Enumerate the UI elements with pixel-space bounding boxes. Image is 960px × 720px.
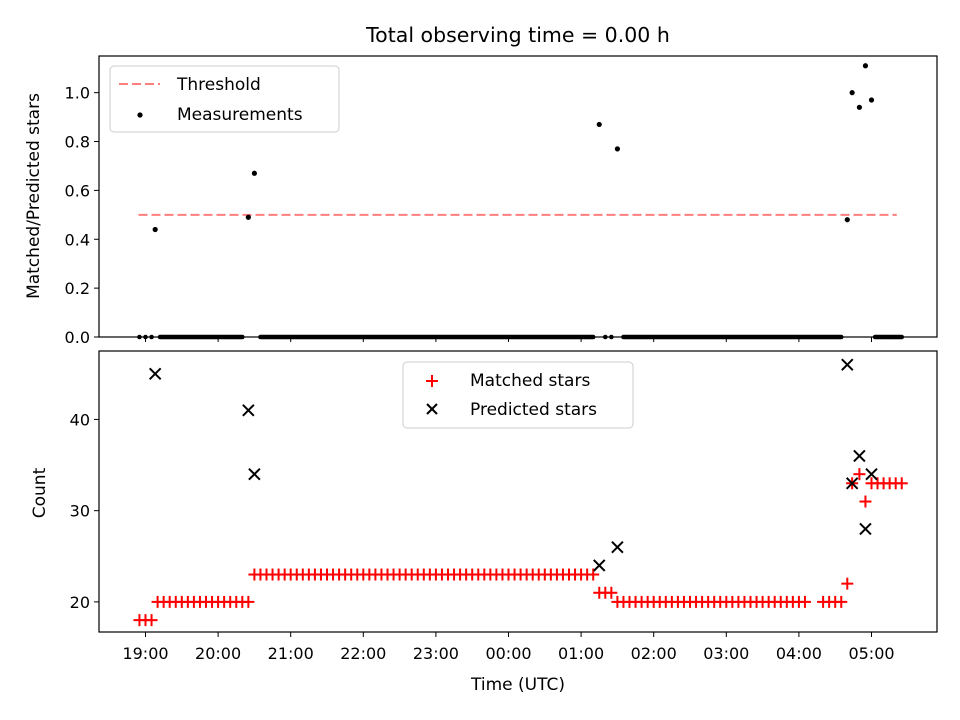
bottom-y-axis-label: Count [30, 467, 50, 518]
measurements-legend-swatch [137, 112, 143, 118]
top-y-tick-label: 1.0 [65, 84, 90, 103]
predicted-star-point [865, 467, 878, 481]
measurement-point [868, 97, 875, 103]
x-tick-label: 20:00 [195, 644, 241, 663]
measurement-point [152, 226, 158, 233]
bottom-y-tick-label: 30 [70, 502, 90, 521]
measurement-point [856, 104, 863, 110]
matched-star-point [242, 595, 255, 608]
predicted-star-b [242, 404, 255, 417]
measurement-point [137, 334, 142, 340]
matched-star-point [841, 577, 854, 590]
x-tick-label: 22:00 [340, 644, 386, 663]
bottom-y-tick-label: 20 [70, 593, 90, 612]
x-tick-label: 03:00 [703, 644, 749, 663]
predicted-star-point [242, 404, 255, 417]
x-tick-label: 05:00 [848, 644, 894, 663]
x-tick-label: 21:00 [268, 644, 314, 663]
measurement-point [838, 334, 844, 340]
legend-threshold-label: Threshold [176, 75, 261, 95]
chart-title: Total observing time = 0.00 h [365, 23, 670, 47]
x-tick-label: 02:00 [631, 644, 677, 663]
predicted-star-point [841, 358, 854, 371]
measurement-point [603, 334, 608, 340]
top-y-tick-label: 0.2 [65, 279, 90, 298]
predicted-star-point [593, 559, 606, 572]
bottom-y-tick-label: 40 [70, 410, 90, 429]
top-y-tick-label: 0.6 [65, 181, 90, 200]
legend-measurements-label: Measurements [177, 105, 303, 125]
predicted-star-b [611, 540, 624, 554]
predicted-star-b [853, 449, 866, 463]
predicted-star-b [841, 358, 854, 371]
matched-stars-legend-swatch [426, 375, 438, 387]
predicted-star-point [148, 367, 162, 381]
predicted-star-b [593, 559, 606, 572]
measurement-point [143, 334, 148, 340]
predicted-star-point [248, 467, 261, 481]
measurement-point [149, 334, 154, 340]
predicted-star-point [853, 449, 866, 463]
matched-star-point [605, 586, 618, 599]
x-tick-label: 23:00 [413, 644, 459, 663]
top-legend: Threshold Measurements [109, 65, 340, 133]
x-tick-label: 04:00 [776, 644, 822, 663]
x-tick-label: 01:00 [558, 644, 604, 663]
measurement-point [614, 146, 621, 152]
matched-star-point [587, 568, 600, 581]
predicted-star-b [248, 467, 261, 481]
measurement-point [596, 121, 602, 128]
predicted-star-b [148, 367, 162, 381]
matched-star-point [798, 595, 811, 608]
measurement-point [609, 334, 614, 340]
measurement-point [849, 90, 855, 96]
matched-star-point [895, 477, 908, 490]
predicted-stars-legend-swatch [426, 403, 438, 415]
top-y-tick-label: 0.4 [65, 230, 90, 249]
matched-star-point [835, 595, 848, 608]
legend-predicted-label: Predicted stars [470, 400, 597, 420]
x-tick-label: 19:00 [122, 644, 168, 663]
top-y-axis-label: Matched/Predicted stars [24, 93, 44, 299]
predicted-star-point [845, 477, 859, 490]
predicted-star-point [859, 522, 872, 536]
measurement-point [240, 334, 245, 340]
bottom-legend: Matched stars Predicted stars [402, 361, 634, 429]
measurement-point [844, 217, 850, 223]
measurement-point [245, 214, 251, 220]
matched-star-point [853, 468, 866, 481]
x-axis-label: Time (UTC) [470, 675, 565, 695]
predicted-star-b [865, 467, 878, 481]
legend-matched-label: Matched stars [470, 371, 590, 391]
top-y-tick-label: 0.8 [65, 133, 90, 152]
measurement-point [862, 63, 869, 69]
predicted-star-b [859, 522, 872, 536]
matched-star-point [859, 495, 872, 508]
measurement-point [899, 334, 905, 340]
predicted-star-b [845, 477, 859, 490]
measurement-point [251, 170, 257, 176]
matched-star-point [145, 614, 158, 627]
measurement-point [590, 334, 596, 340]
predicted-star-point [611, 540, 624, 554]
x-tick-label: 00:00 [485, 644, 531, 663]
top-y-tick-label: 0.0 [65, 328, 90, 347]
